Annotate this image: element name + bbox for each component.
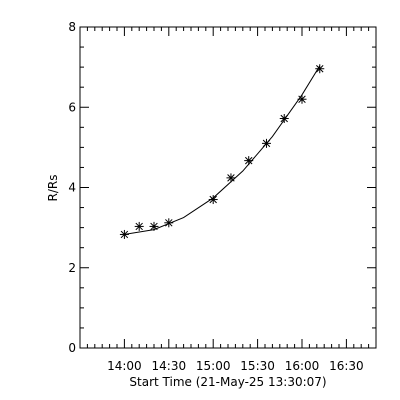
data-point <box>261 138 271 148</box>
x-tick-label: 15:30 <box>240 359 275 373</box>
data-point <box>164 218 174 228</box>
y-axis-label: R/Rs <box>46 175 60 202</box>
fit-curve-layer <box>124 65 321 235</box>
axes: 14:00 14:30 15:00 15:30 16:00 16:30 0 2 4 6 8 <box>68 20 377 373</box>
data-point <box>119 229 129 239</box>
x-axis-label: Start Time (21-May-25 13:30:07) <box>129 375 326 389</box>
x-tick-label: 16:30 <box>329 359 364 373</box>
data-point <box>315 64 325 74</box>
data-point <box>244 156 254 166</box>
plot-frame <box>79 26 377 349</box>
y-tick-label: 4 <box>68 181 76 195</box>
y-tick-label: 8 <box>68 20 76 34</box>
x-tick-label: 15:00 <box>196 359 231 373</box>
data-point <box>226 173 236 183</box>
data-points-layer <box>119 64 325 239</box>
data-point <box>297 94 307 104</box>
x-tick-label: 16:00 <box>285 359 320 373</box>
x-tick-label: 14:00 <box>107 359 142 373</box>
y-tick-label: 0 <box>68 341 76 355</box>
data-point <box>208 195 218 205</box>
fit-curve <box>124 65 321 235</box>
data-point <box>134 221 144 231</box>
y-tick-label: 2 <box>68 261 76 275</box>
x-tick-label: 14:30 <box>152 359 187 373</box>
data-point <box>279 113 289 123</box>
y-tick-label: 6 <box>68 100 76 114</box>
data-point <box>149 221 159 231</box>
